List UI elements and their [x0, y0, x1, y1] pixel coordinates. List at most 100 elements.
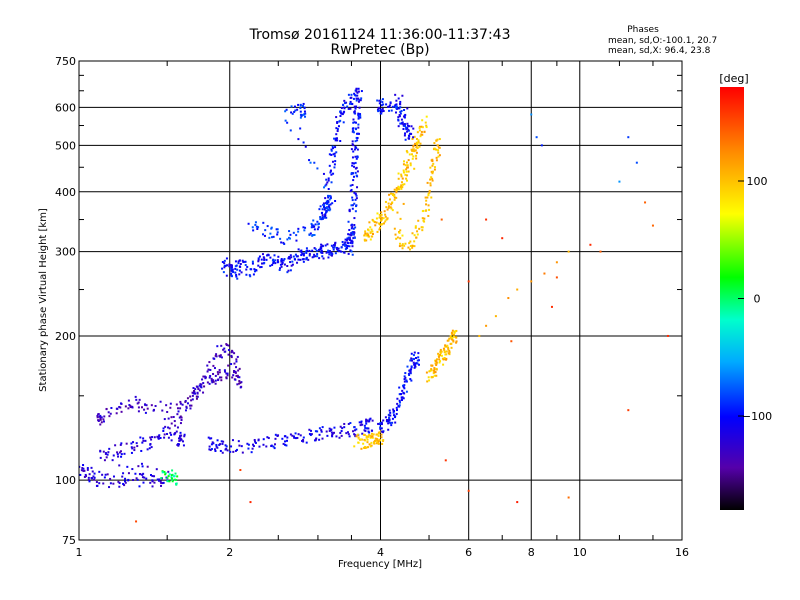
- data-point: [413, 351, 416, 354]
- data-point: [402, 169, 405, 172]
- data-point: [213, 357, 216, 360]
- data-point: [227, 344, 230, 347]
- data-point: [325, 210, 328, 213]
- data-point: [369, 238, 372, 241]
- data-point: [229, 450, 232, 453]
- data-point: [272, 258, 275, 261]
- data-point: [420, 130, 423, 133]
- data-point: [401, 384, 404, 387]
- data-point: [178, 437, 181, 440]
- data-point: [400, 187, 403, 190]
- data-point: [174, 478, 177, 481]
- data-point: [380, 218, 383, 221]
- data-point: [354, 434, 357, 437]
- data-point: [357, 112, 360, 115]
- data-point: [357, 126, 360, 129]
- data-point: [135, 477, 138, 480]
- data-point: [234, 260, 237, 263]
- data-point: [307, 258, 310, 261]
- data-point: [398, 188, 401, 191]
- data-point: [327, 249, 330, 252]
- data-point: [158, 434, 161, 437]
- data-point: [203, 375, 206, 378]
- data-point: [423, 130, 426, 133]
- data-point: [91, 470, 94, 473]
- data-point: [206, 381, 209, 384]
- data-point: [240, 445, 243, 448]
- data-point: [289, 129, 292, 132]
- data-point: [397, 118, 400, 121]
- data-point: [405, 177, 408, 180]
- data-point: [245, 268, 248, 271]
- data-point: [87, 476, 90, 479]
- data-point: [339, 140, 342, 143]
- data-point: [391, 201, 394, 204]
- data-point: [353, 202, 356, 205]
- data-point: [389, 414, 392, 417]
- data-point: [360, 420, 363, 423]
- data-point: [414, 356, 417, 359]
- data-point: [281, 261, 284, 264]
- data-point: [341, 240, 344, 243]
- data-point: [445, 353, 448, 356]
- data-point: [384, 213, 387, 216]
- y-tick-label: 600: [55, 101, 76, 114]
- data-point: [439, 360, 442, 363]
- data-point: [323, 186, 326, 189]
- data-point: [357, 436, 360, 439]
- data-point: [400, 118, 403, 121]
- data-point: [296, 108, 299, 111]
- data-point: [173, 420, 176, 423]
- data-point: [401, 177, 404, 180]
- data-point: [294, 109, 297, 112]
- data-point: [355, 90, 358, 93]
- data-point: [421, 210, 424, 213]
- data-point: [293, 110, 296, 113]
- data-point: [409, 370, 412, 373]
- data-point: [196, 385, 199, 388]
- data-point: [368, 434, 371, 437]
- data-point: [334, 139, 337, 142]
- data-point: [363, 234, 366, 237]
- data-point: [208, 445, 211, 448]
- data-point: [102, 418, 105, 421]
- data-point: [299, 107, 302, 110]
- data-point: [284, 119, 287, 122]
- data-point: [395, 188, 398, 191]
- data-point: [266, 436, 269, 439]
- data-point: [396, 397, 399, 400]
- data-point: [408, 125, 411, 128]
- data-point: [135, 398, 138, 401]
- data-point: [171, 480, 174, 483]
- data-point: [137, 410, 140, 413]
- data-point: [438, 361, 441, 364]
- data-point: [257, 226, 260, 229]
- data-point: [339, 110, 342, 113]
- trace-es-e-low-green: [160, 469, 179, 486]
- data-point: [434, 371, 437, 374]
- data-point: [451, 329, 454, 332]
- data-point: [238, 265, 241, 268]
- data-point: [212, 364, 215, 367]
- data-point: [139, 473, 142, 476]
- data-point: [380, 436, 383, 439]
- data-point: [415, 151, 418, 154]
- data-point: [295, 234, 298, 237]
- data-point: [217, 378, 220, 381]
- data-point: [347, 237, 350, 240]
- data-point: [93, 476, 96, 479]
- data-point: [353, 429, 356, 432]
- data-point: [378, 102, 381, 105]
- data-point: [404, 113, 407, 116]
- data-point: [400, 398, 403, 401]
- data-point: [351, 162, 354, 165]
- data-point: [644, 201, 647, 204]
- data-point: [411, 157, 414, 160]
- data-point: [380, 213, 383, 216]
- data-point: [223, 369, 226, 372]
- data-point: [262, 256, 265, 259]
- data-point: [345, 432, 348, 435]
- data-point: [328, 153, 331, 156]
- data-point: [342, 121, 345, 124]
- data-point: [354, 145, 357, 148]
